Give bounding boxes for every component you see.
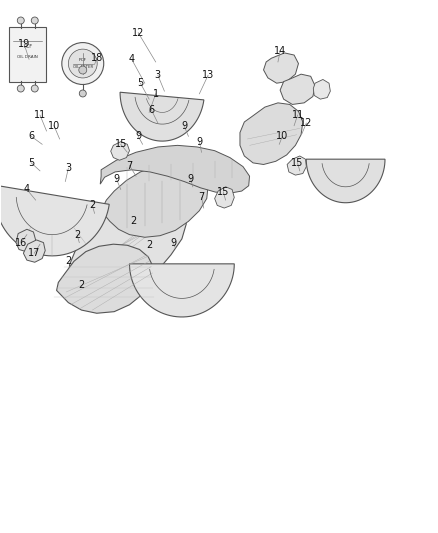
Text: 2: 2	[131, 216, 137, 227]
Polygon shape	[120, 92, 204, 141]
Text: 12: 12	[300, 118, 312, 128]
Text: 2: 2	[89, 200, 95, 211]
Text: 18: 18	[91, 53, 103, 63]
Polygon shape	[68, 196, 186, 303]
Text: 6: 6	[28, 131, 34, 141]
Text: 12: 12	[132, 28, 145, 38]
Text: 19: 19	[18, 39, 30, 50]
Text: OIL DRAIN: OIL DRAIN	[18, 55, 38, 59]
Text: 14: 14	[274, 46, 286, 56]
Text: 16: 16	[15, 238, 27, 248]
Text: 4: 4	[24, 184, 30, 195]
Polygon shape	[215, 187, 234, 208]
Text: 2: 2	[74, 230, 80, 240]
Text: 3: 3	[155, 70, 161, 80]
Text: 15: 15	[217, 187, 230, 197]
Polygon shape	[16, 229, 35, 252]
Text: 9: 9	[187, 174, 194, 184]
Polygon shape	[240, 103, 303, 165]
Text: 9: 9	[135, 131, 141, 141]
Polygon shape	[264, 53, 298, 83]
Text: 15: 15	[291, 158, 304, 168]
Text: PCF: PCF	[79, 58, 87, 61]
Circle shape	[31, 17, 38, 24]
Text: 5: 5	[28, 158, 34, 168]
Text: 2: 2	[146, 240, 152, 251]
Text: 15: 15	[115, 139, 127, 149]
Polygon shape	[23, 240, 45, 262]
Circle shape	[17, 85, 24, 92]
Circle shape	[62, 43, 104, 85]
Text: 11: 11	[34, 110, 46, 120]
Circle shape	[79, 90, 86, 97]
Polygon shape	[313, 79, 330, 99]
Polygon shape	[101, 165, 208, 237]
Text: 9: 9	[181, 120, 187, 131]
Text: 9: 9	[196, 136, 202, 147]
Text: 7: 7	[127, 160, 133, 171]
Text: 10: 10	[48, 120, 60, 131]
Polygon shape	[100, 146, 250, 193]
Text: 10: 10	[276, 131, 289, 141]
Text: 5: 5	[137, 78, 144, 88]
Polygon shape	[57, 244, 153, 313]
Text: 13: 13	[202, 70, 214, 80]
Text: 4: 4	[129, 54, 135, 64]
Text: 1: 1	[152, 89, 159, 99]
Polygon shape	[306, 159, 385, 203]
Polygon shape	[0, 185, 109, 256]
Text: 11: 11	[291, 110, 304, 120]
FancyBboxPatch shape	[9, 28, 46, 82]
Circle shape	[79, 66, 87, 74]
Text: 7: 7	[198, 192, 205, 203]
Text: PCF: PCF	[23, 44, 32, 49]
Text: 9: 9	[170, 238, 176, 248]
Text: 2: 2	[65, 256, 71, 266]
Text: 9: 9	[113, 174, 120, 184]
Circle shape	[17, 17, 24, 24]
Polygon shape	[287, 156, 306, 175]
Circle shape	[31, 85, 38, 92]
Text: 3: 3	[65, 163, 71, 173]
Text: 2: 2	[78, 280, 85, 290]
Polygon shape	[111, 142, 130, 160]
Text: 17: 17	[28, 248, 40, 258]
Text: OIL FILTER: OIL FILTER	[73, 64, 93, 69]
Text: 6: 6	[148, 105, 154, 115]
Polygon shape	[130, 264, 234, 317]
Polygon shape	[280, 74, 315, 104]
Circle shape	[68, 49, 97, 78]
